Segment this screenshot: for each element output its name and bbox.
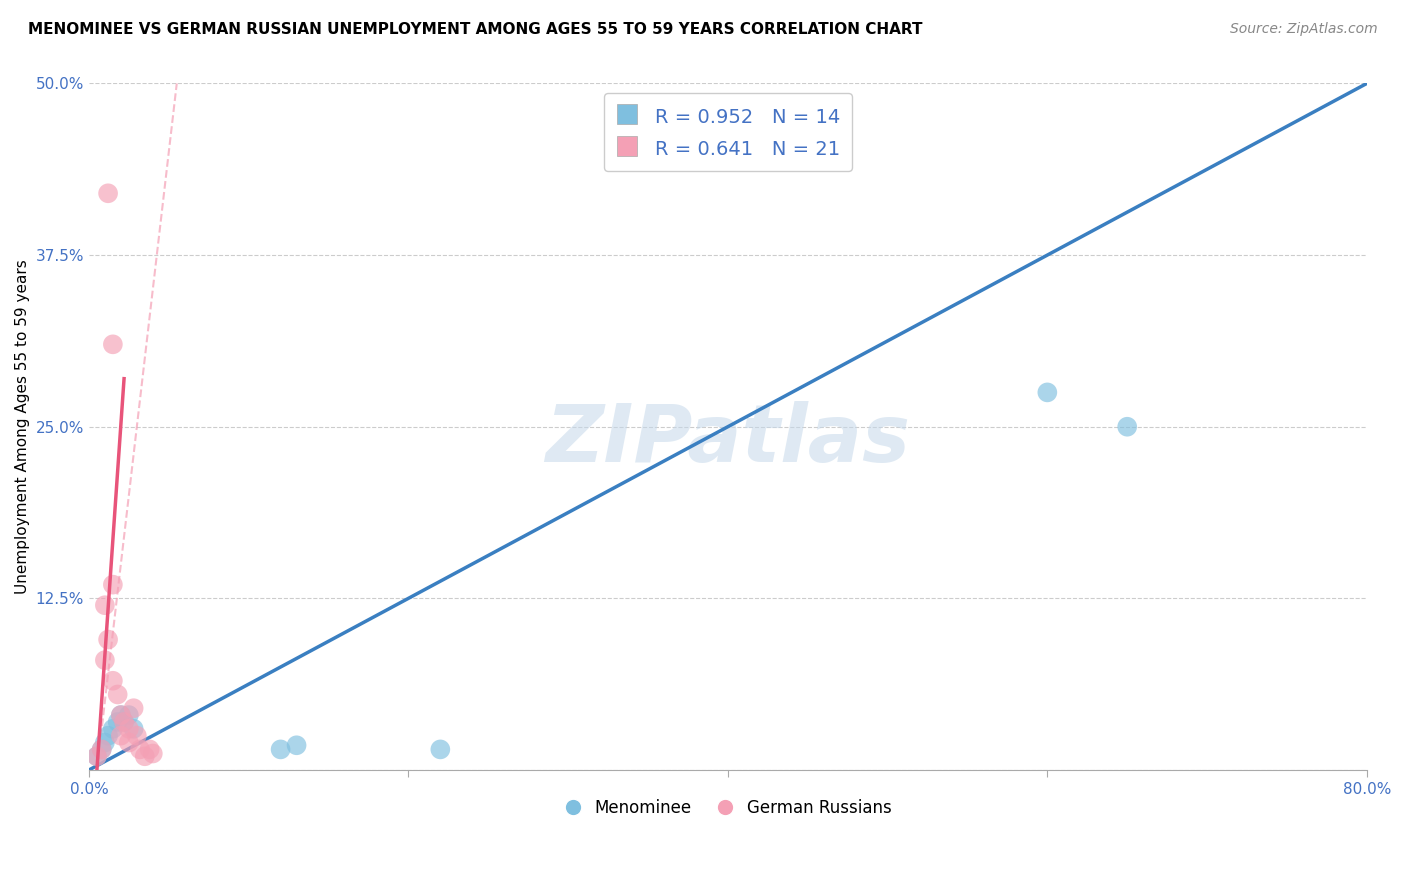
Point [107,688,129,702]
Point [97,729,120,743]
Point [138,742,160,756]
Point [110,708,132,723]
Point [101,673,124,688]
Point [112,714,135,729]
Point [101,337,124,351]
Point [101,722,124,736]
Point [125,729,148,743]
Point [112,714,135,729]
Point [1116,419,1139,434]
Point [118,708,141,723]
Legend: Menominee, German Russians: Menominee, German Russians [558,792,898,823]
Point [122,701,145,715]
Point [122,722,145,736]
Text: ZIPatlas: ZIPatlas [546,401,910,480]
Point [110,708,132,723]
Point [285,739,308,753]
Text: MENOMINEE VS GERMAN RUSSIAN UNEMPLOYMENT AMONG AGES 55 TO 59 YEARS CORRELATION C: MENOMINEE VS GERMAN RUSSIAN UNEMPLOYMENT… [28,22,922,37]
Point [118,722,141,736]
Point [142,747,165,761]
Point [107,714,129,729]
Y-axis label: Unemployment Among Ages 55 to 59 years: Unemployment Among Ages 55 to 59 years [15,260,30,594]
Point [94,735,117,749]
Point [90,742,112,756]
Point [1036,385,1059,400]
Point [86,749,108,764]
Point [86,749,108,764]
Point [97,632,120,647]
Point [90,742,112,756]
Point [129,742,152,756]
Point [97,186,120,201]
Point [94,653,117,667]
Point [270,742,292,756]
Text: Source: ZipAtlas.com: Source: ZipAtlas.com [1230,22,1378,37]
Point [110,729,132,743]
Point [118,735,141,749]
Point [94,599,117,613]
Point [101,577,124,591]
Point [429,742,451,756]
Point [134,749,156,764]
